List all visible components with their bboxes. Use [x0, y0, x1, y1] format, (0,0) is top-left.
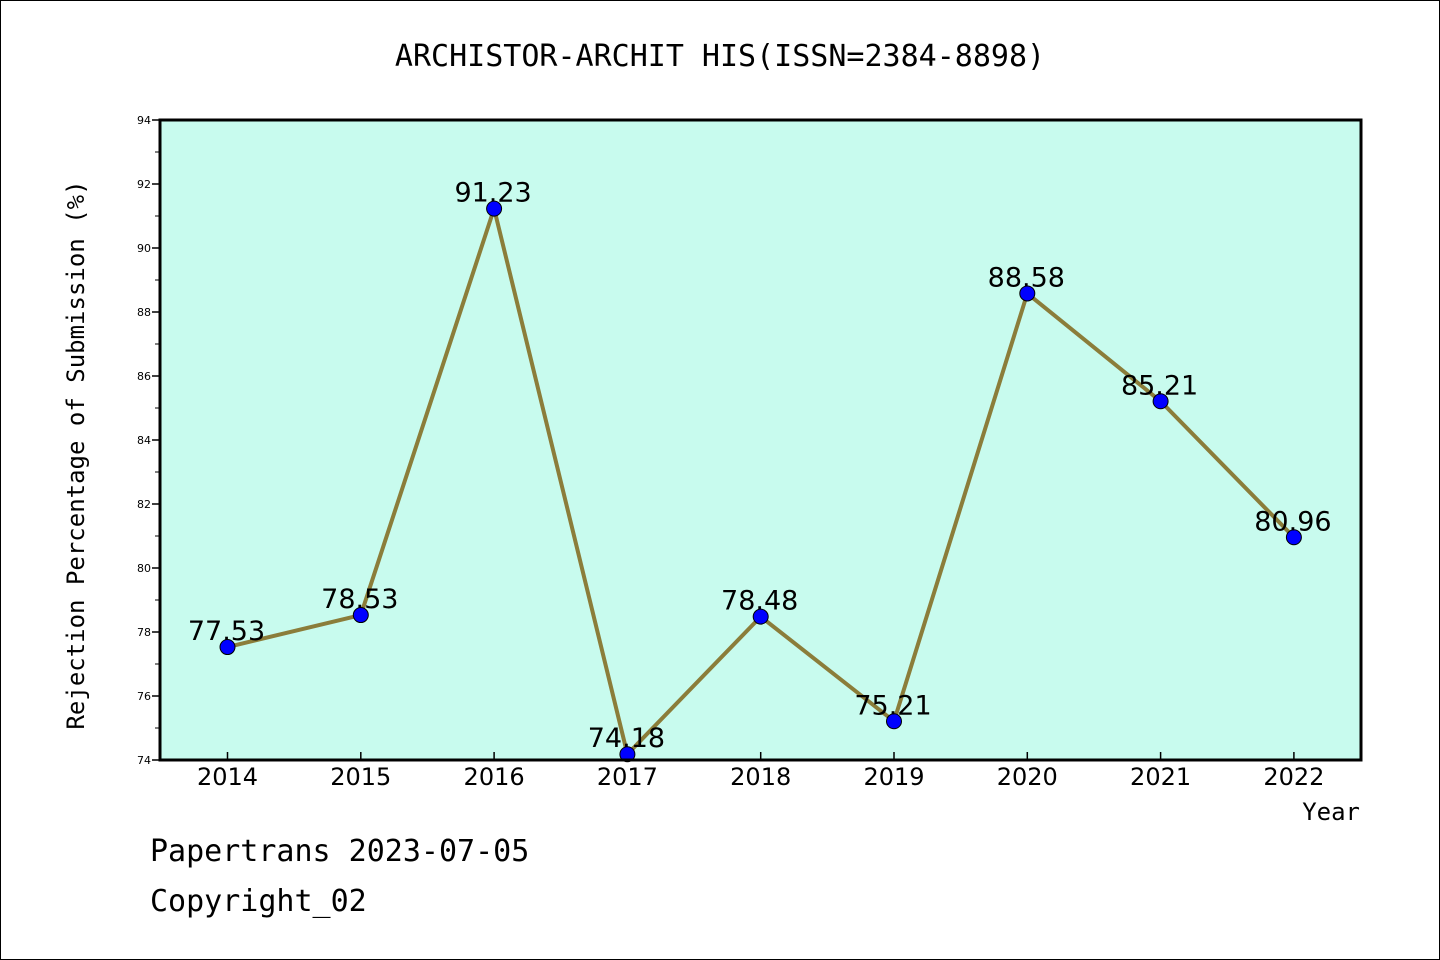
y-tick-label: 80 [137, 562, 151, 575]
data-point [352, 607, 369, 624]
y-tick-label: 82 [137, 498, 151, 511]
y-tick-label: 78 [137, 626, 151, 639]
data-label: 91.23 [454, 178, 531, 209]
plot-border [158, 118, 1363, 762]
data-labels: 77.53 78.53 91.23 74.18 78.48 75.21 88.58 85.21… [188, 178, 1332, 755]
footer-date-text: Papertrans 2023-07-05 [150, 834, 530, 869]
y-tick-label: 76 [137, 690, 151, 703]
x-tick-label: 2014 [197, 763, 258, 791]
data-label: 80.96 [1254, 506, 1331, 537]
data-label: 88.58 [988, 262, 1065, 293]
x-tick-label: 2016 [464, 763, 525, 791]
data-label: 75.21 [854, 690, 931, 721]
data-points [219, 200, 1302, 763]
y-tick-label: 92 [137, 178, 151, 191]
data-point [619, 746, 636, 763]
y-tick-label: 84 [137, 434, 151, 447]
chart-title: ARCHISTOR-ARCHIT HIS(ISSN=2384-8898) [395, 39, 1045, 74]
y-axis-ticks: 74 76 78 80 82 84 86 88 90 92 94 [137, 114, 160, 767]
data-label: 78.48 [721, 586, 798, 617]
x-tick-label: 2018 [730, 763, 791, 791]
x-tick-label: 2017 [597, 763, 658, 791]
x-tick-label: 2020 [997, 763, 1058, 791]
data-label: 85.21 [1121, 370, 1198, 401]
y-tick-label: 90 [137, 242, 151, 255]
plot-area [160, 120, 1361, 760]
data-point [219, 639, 236, 656]
y-tick-label: 74 [137, 754, 151, 767]
y-tick-label: 86 [137, 370, 151, 383]
data-point [752, 608, 769, 625]
y-tick-label: 94 [137, 114, 151, 127]
x-tick-label: 2019 [863, 763, 924, 791]
data-label: 74.18 [588, 723, 665, 754]
x-tick-label: 2015 [330, 763, 391, 791]
data-label: 78.53 [321, 584, 398, 615]
data-point [886, 713, 902, 730]
data-point [1152, 393, 1169, 410]
x-axis-label: Year [1302, 798, 1360, 826]
data-point [1019, 285, 1036, 302]
data-label: 77.53 [188, 616, 265, 647]
data-point [1285, 529, 1302, 546]
x-tick-label: 2022 [1263, 763, 1324, 791]
footer-copyright-text: Copyright_02 [150, 884, 367, 919]
data-point [486, 200, 503, 217]
y-tick-label: 88 [137, 306, 151, 319]
y-axis-label: Rejection Percentage of Submission (%) [62, 180, 90, 729]
x-tick-label: 2021 [1130, 763, 1191, 791]
x-axis-ticks: 2014 2015 2016 2017 2018 2019 2020 2021 2022 [197, 752, 1324, 791]
